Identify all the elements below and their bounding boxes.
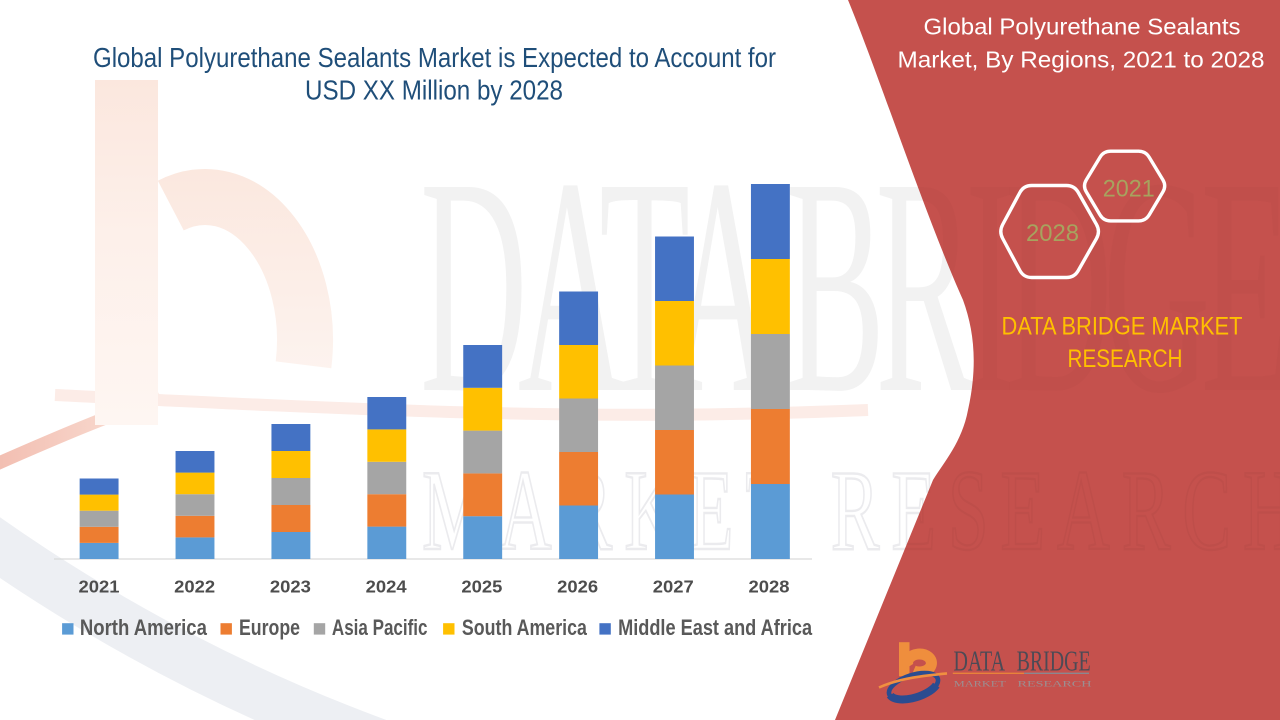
svg-text:RESEARCH: RESEARCH xyxy=(1018,679,1092,688)
svg-text:Middle East and Africa: Middle East and Africa xyxy=(618,615,813,640)
svg-text:2028: 2028 xyxy=(1026,220,1079,247)
svg-text:Market, By Regions, 2021 to 20: Market, By Regions, 2021 to 2028 xyxy=(898,46,1265,72)
svg-text:2028: 2028 xyxy=(749,577,790,597)
svg-text:DATA: DATA xyxy=(954,646,1006,677)
svg-text:2024: 2024 xyxy=(366,577,407,597)
svg-text:DATA BRIDGE MARKET: DATA BRIDGE MARKET xyxy=(1002,312,1243,340)
svg-text:RESEARCH: RESEARCH xyxy=(1068,345,1183,373)
svg-text:North America: North America xyxy=(80,615,208,640)
svg-text:2025: 2025 xyxy=(461,577,502,597)
svg-text:Global Polyurethane Sealants M: Global Polyurethane Sealants Market is E… xyxy=(93,42,776,73)
svg-text:Global Polyurethane Sealants: Global Polyurethane Sealants xyxy=(924,14,1241,40)
svg-text:2026: 2026 xyxy=(557,577,598,597)
svg-text:USD XX Million by 2028: USD XX Million by 2028 xyxy=(305,75,563,106)
svg-text:2023: 2023 xyxy=(270,577,311,597)
svg-text:BRIDGE: BRIDGE xyxy=(1017,646,1091,677)
svg-text:2027: 2027 xyxy=(653,577,694,597)
svg-text:MARKET: MARKET xyxy=(954,679,1006,688)
svg-text:South America: South America xyxy=(462,615,588,640)
svg-text:2021: 2021 xyxy=(79,577,120,597)
svg-text:2022: 2022 xyxy=(174,577,215,597)
svg-text:2021: 2021 xyxy=(1103,176,1155,203)
svg-text:Europe: Europe xyxy=(239,615,300,640)
svg-text:Asia Pacific: Asia Pacific xyxy=(332,615,428,640)
